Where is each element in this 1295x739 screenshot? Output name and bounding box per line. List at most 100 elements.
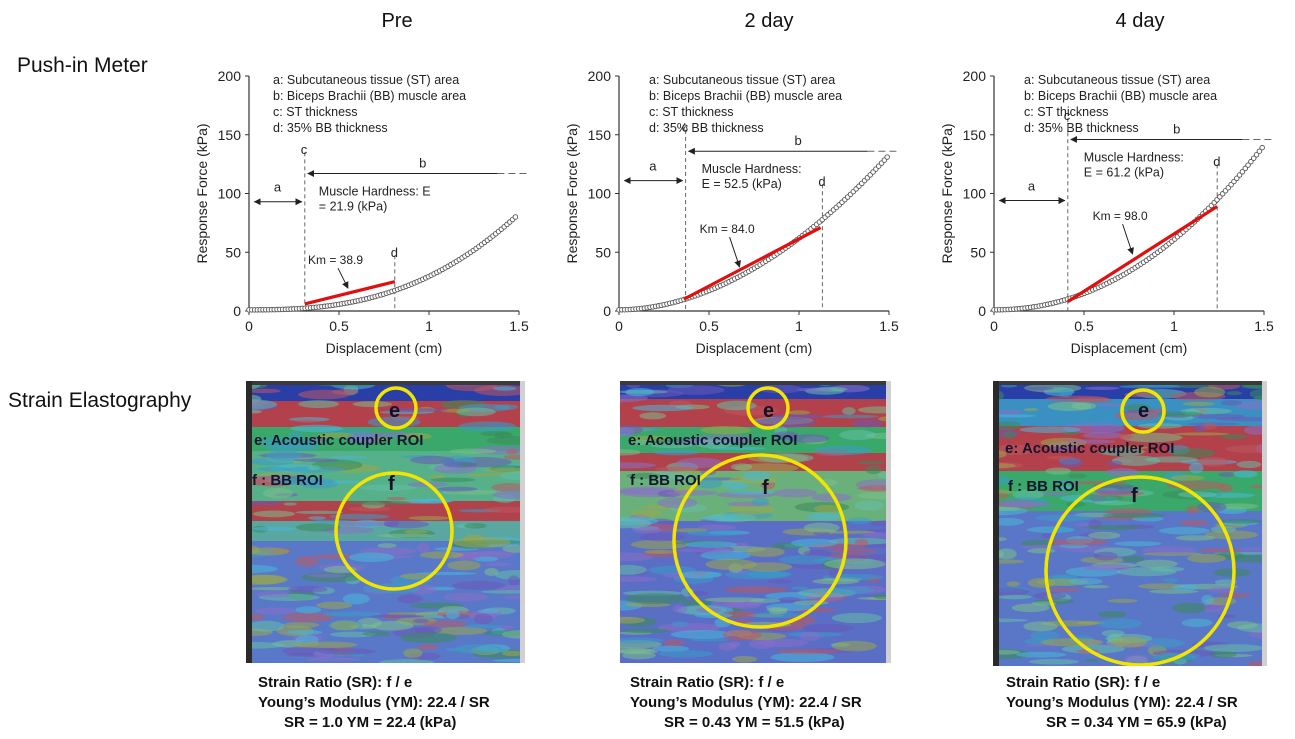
strain-speckle xyxy=(791,538,838,548)
strain-speckle xyxy=(700,550,752,561)
strain-speckle xyxy=(444,592,488,602)
data-point xyxy=(1250,155,1257,161)
strain-speckle xyxy=(1084,525,1141,531)
strain-speckle xyxy=(1084,658,1098,663)
strain-speckle xyxy=(620,564,647,575)
x-tick-label: 1 xyxy=(1170,318,1178,334)
strain-speckle xyxy=(839,429,876,440)
strain-speckle xyxy=(1170,448,1215,458)
strain-speckle xyxy=(316,601,353,609)
roi-f-circle xyxy=(672,453,848,629)
strain-speckle xyxy=(1097,618,1143,629)
frame-left xyxy=(993,381,999,666)
y-tick-label: 0 xyxy=(233,303,241,319)
strain-speckle xyxy=(464,523,487,529)
x-axis-label: Displacement (cm) xyxy=(326,340,443,356)
strain-speckle xyxy=(824,558,886,570)
strain-speckle xyxy=(246,399,278,410)
strain-speckle xyxy=(700,425,751,435)
strain-speckle xyxy=(773,431,799,440)
strain-speckle xyxy=(410,455,455,465)
strain-speckle xyxy=(865,465,882,475)
label-c: c xyxy=(301,142,308,157)
strain-speckle xyxy=(1012,489,1044,500)
label-a: a xyxy=(274,180,282,195)
strain-speckle xyxy=(508,575,521,586)
strain-speckle xyxy=(753,417,816,428)
strain-speckle xyxy=(308,516,327,520)
roi-f-label: f : BB ROI xyxy=(1008,478,1079,495)
strain-speckle xyxy=(491,482,525,492)
roi-f-circle xyxy=(1044,475,1236,666)
strain-speckle xyxy=(663,639,684,647)
strain-speckle xyxy=(1199,492,1255,498)
label-c: c xyxy=(682,120,689,135)
strain-speckle xyxy=(632,526,662,534)
frame-right xyxy=(520,381,525,663)
strain-speckle xyxy=(440,408,471,413)
strain-speckle xyxy=(772,488,818,498)
strain-speckle xyxy=(676,457,723,468)
strain-speckle xyxy=(307,465,321,471)
strain-speckle xyxy=(648,565,697,575)
strain-band xyxy=(246,501,525,521)
y-tick-label: 200 xyxy=(218,68,242,84)
strain-speckle xyxy=(480,590,525,594)
legend-entry: d: 35% BB thickness xyxy=(273,121,388,135)
km-arrow xyxy=(1122,223,1134,255)
strain-speckle xyxy=(1029,630,1060,641)
strain-speckle xyxy=(758,638,809,648)
strain-speckle xyxy=(620,648,658,655)
strain-speckle xyxy=(290,424,343,433)
strain-speckle xyxy=(1194,386,1226,398)
strain-speckle xyxy=(1119,384,1181,389)
elastography-image-pre: e: Acoustic coupler ROI f : BB ROI e f xyxy=(246,381,525,663)
strain-speckle xyxy=(295,606,322,614)
strain-speckle xyxy=(1106,460,1123,467)
strain-speckle xyxy=(414,626,442,634)
strain-speckle xyxy=(722,629,762,641)
strain-speckle xyxy=(822,414,879,419)
strain-speckle xyxy=(248,388,281,394)
strain-speckle xyxy=(292,458,339,462)
data-point xyxy=(884,154,890,160)
strain-speckle xyxy=(751,497,769,506)
strain-speckle xyxy=(248,586,298,591)
strain-speckle xyxy=(272,477,335,485)
summary-result: SR = 1.0 YM = 22.4 (kPa) xyxy=(284,714,457,731)
legend-entry: b: Biceps Brachii (BB) muscle area xyxy=(1024,89,1217,103)
label-d: d xyxy=(1213,154,1220,169)
strain-speckle xyxy=(620,449,641,456)
roi-f-letter: f xyxy=(762,477,769,499)
column-title-2-day: 2 day xyxy=(744,10,794,32)
y-tick-label: 0 xyxy=(978,303,986,319)
strain-speckle xyxy=(993,618,1029,623)
strain-speckle xyxy=(771,414,824,419)
strain-speckle xyxy=(653,449,700,456)
strain-speckle xyxy=(857,491,891,500)
roi-e-letter: e xyxy=(763,400,775,422)
strain-speckle xyxy=(352,401,393,408)
push-in-chart-4-day: 0 50 100 150 200 0 0.5 1 1.5 Displacement (cm) Res… xyxy=(939,68,1274,356)
strain-speckle xyxy=(1023,621,1058,632)
strain-speckle xyxy=(811,493,852,502)
strain-speckle xyxy=(1098,447,1145,457)
strain-speckle xyxy=(697,524,737,531)
km-label: Km = 84.0 xyxy=(700,222,755,236)
fit-line xyxy=(683,226,822,301)
roi-f-circle xyxy=(334,471,454,591)
strain-speckle xyxy=(993,506,1021,511)
strain-speckle xyxy=(494,404,519,410)
strain-speckle xyxy=(1174,432,1230,436)
strain-speckle xyxy=(695,439,733,449)
strain-speckle xyxy=(650,441,693,449)
strain-speckle xyxy=(1094,403,1129,407)
strain-speckle xyxy=(1188,462,1204,474)
strain-speckle xyxy=(358,484,417,491)
strain-speckle xyxy=(305,657,361,662)
roi-e-label: e: Acoustic coupler ROI xyxy=(1005,440,1175,457)
strain-speckle xyxy=(347,500,411,505)
strain-speckle xyxy=(748,570,792,578)
strain-speckle xyxy=(620,427,635,437)
strain-speckle xyxy=(1065,439,1116,444)
